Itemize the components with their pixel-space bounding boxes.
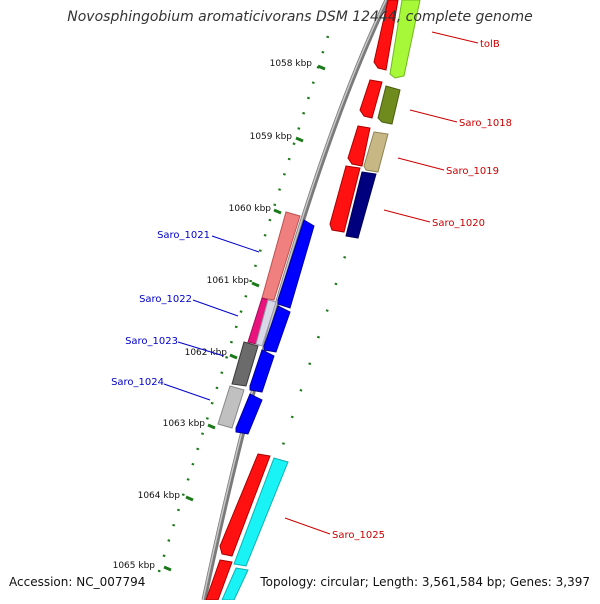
genome-title: Novosphingobium aromaticivorans DSM 1244… <box>67 9 533 25</box>
tick-mark <box>251 281 260 288</box>
gene-saro1019 <box>363 131 389 173</box>
gene-saro1022-blue <box>263 305 291 353</box>
tick-label-1064: 1064 kbp <box>138 491 181 501</box>
leader-saro1023 <box>177 341 225 357</box>
tick-label-1059: 1059 kbp <box>250 132 293 142</box>
leader-saro1024 <box>163 383 211 401</box>
gene-saro1018-red <box>359 79 383 119</box>
gene-saro1019-red <box>347 125 371 167</box>
leader-saro1020 <box>383 209 431 223</box>
gene-saro1023-blue <box>249 349 275 393</box>
genome-backbone <box>201 0 390 601</box>
gene-label-saro1018[interactable]: Saro_1018 <box>459 118 512 129</box>
gene-saro1025-red <box>219 453 271 557</box>
forward-genes <box>205 0 421 601</box>
gene-saro1022-light <box>255 299 277 347</box>
gene-label-tolb[interactable]: tolB <box>480 39 500 50</box>
tick-mark <box>229 353 238 360</box>
gene-saro1021-pink <box>261 211 301 301</box>
tick-mark <box>295 136 304 143</box>
gene-label-saro1020[interactable]: Saro_1020 <box>432 218 485 229</box>
leader-saro1018 <box>409 109 458 123</box>
leader-saro1019 <box>397 157 445 171</box>
gene-label-saro1021[interactable]: Saro_1021 <box>157 230 210 241</box>
tick-label-1061: 1061 kbp <box>207 276 250 286</box>
gene-label-saro1023[interactable]: Saro_1023 <box>125 336 178 347</box>
accession-text: Accession: NC_007794 <box>9 575 146 589</box>
gene-label-saro1025[interactable]: Saro_1025 <box>332 530 385 541</box>
tick-label-1058: 1058 kbp <box>270 59 313 69</box>
gene-label-saro1024[interactable]: Saro_1024 <box>111 377 164 388</box>
leader-saro1021 <box>211 235 260 253</box>
gene-saro1023-gray <box>231 341 259 387</box>
gene-saro1025 <box>233 457 289 567</box>
tick-mark <box>273 208 282 215</box>
scale-major-ticks <box>163 64 326 572</box>
gene-saro1020-red <box>329 165 361 233</box>
leader-lines <box>163 31 479 535</box>
genome-summary-text: Topology: circular; Length: 3,561,584 bp… <box>260 575 590 589</box>
tick-label-1063: 1063 kbp <box>163 419 206 429</box>
gene-tolb-red <box>373 0 399 71</box>
tick-mark <box>163 565 172 572</box>
leader-saro1022 <box>192 299 239 317</box>
tick-mark <box>207 423 216 430</box>
gene-saro1024-blue <box>235 393 263 435</box>
gene-label-saro1022[interactable]: Saro_1022 <box>139 294 192 305</box>
leader-tolb <box>431 31 479 44</box>
tick-mark <box>317 64 326 71</box>
gene-tolb <box>389 0 421 79</box>
reverse-genes <box>217 211 315 435</box>
gene-saro1024-gray <box>217 385 245 429</box>
gene-label-saro1019[interactable]: Saro_1019 <box>446 166 499 177</box>
tick-label-1065: 1065 kbp <box>113 561 156 571</box>
gene-saro1020 <box>345 171 377 239</box>
leader-saro1025 <box>284 517 331 535</box>
gene-saro1021-blue <box>277 219 315 309</box>
tick-label-1060: 1060 kbp <box>229 204 272 214</box>
tick-label-1062: 1062 kbp <box>185 348 228 358</box>
genome-backbone-highlight <box>202 0 387 601</box>
tick-mark <box>185 495 194 502</box>
gene-saro1018 <box>377 85 401 125</box>
